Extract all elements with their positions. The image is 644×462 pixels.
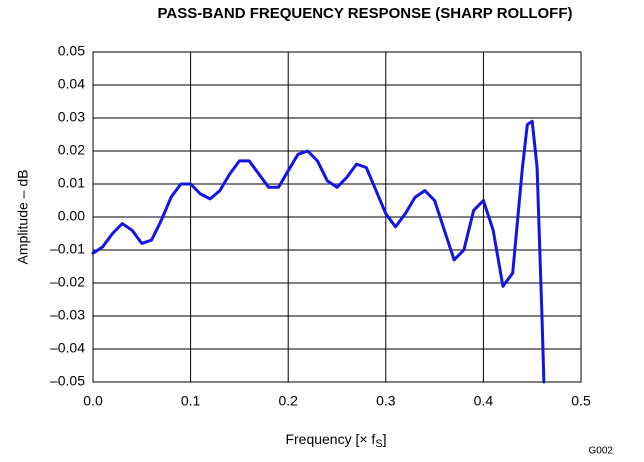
y-tick-label: 0.05 xyxy=(58,43,85,59)
y-axis-label: Amplitude – dB xyxy=(15,170,31,265)
x-axis-label-sub: S xyxy=(375,438,382,450)
y-tick-label: –0.04 xyxy=(50,340,85,356)
plot-frame xyxy=(92,51,582,383)
x-tick-label: 0.1 xyxy=(181,393,201,409)
y-tick-label: –0.05 xyxy=(50,373,85,389)
x-axis-label-end: ] xyxy=(383,431,387,447)
x-tick-label: 0.0 xyxy=(83,393,103,409)
y-tick-label: 0.03 xyxy=(58,109,85,125)
y-tick-label: –0.01 xyxy=(50,241,85,257)
y-tick-label: 0.01 xyxy=(58,175,85,191)
annotation: G002 xyxy=(589,446,614,457)
y-tick-label: –0.02 xyxy=(50,274,85,290)
x-axis-label: Frequency [× fS] xyxy=(285,431,386,450)
y-tick-label: 0.00 xyxy=(58,208,85,224)
x-tick-label: 0.4 xyxy=(474,393,494,409)
x-tick-label: 0.5 xyxy=(571,393,591,409)
x-tick-label: 0.2 xyxy=(278,393,298,409)
data-line xyxy=(91,119,546,384)
y-tick-label: 0.02 xyxy=(58,142,85,158)
x-axis-label-main: Frequency [× f xyxy=(285,431,375,447)
y-tick-label: 0.04 xyxy=(58,76,85,92)
chart-title: PASS-BAND FREQUENCY RESPONSE (SHARP ROLL… xyxy=(157,5,572,22)
y-tick-label: –0.03 xyxy=(50,307,85,323)
x-tick-label: 0.3 xyxy=(376,393,396,409)
